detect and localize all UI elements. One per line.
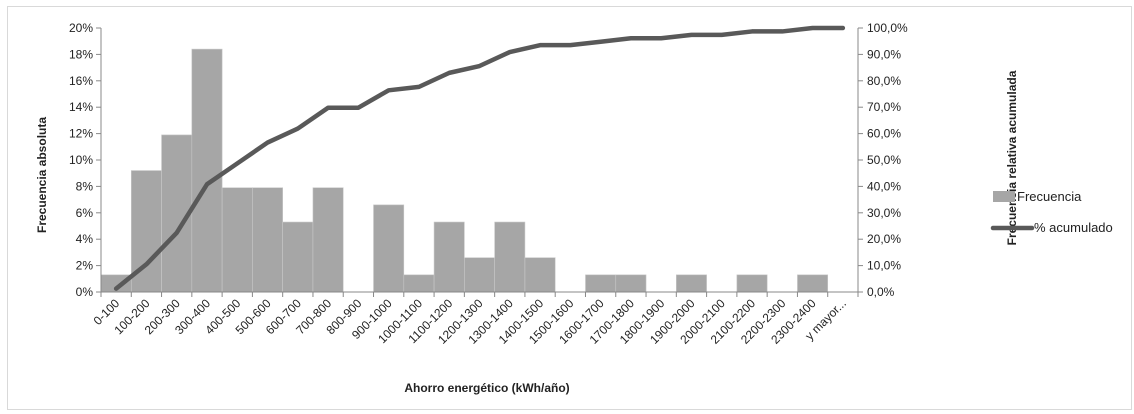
bar-500-600 <box>252 187 283 293</box>
bar-2300-2400 <box>797 274 829 293</box>
y2-axis-title: Frecuencia relativa acumulada <box>1005 70 1019 245</box>
y-tick-label: 16% <box>69 74 93 88</box>
y-tick-label: 10% <box>69 153 93 167</box>
bar-1900-2000 <box>676 274 707 293</box>
y2-tick-label: 10,0% <box>867 259 901 273</box>
bar-700-800 <box>312 187 344 293</box>
bar-1300-1400 <box>494 221 526 293</box>
legend-swatch-frecuencia <box>993 191 1015 202</box>
y-tick-label: 4% <box>76 232 94 246</box>
y2-ticks: 0,0% 10,0% 20,0% 30,0% 40,0% 50,0% 60,0% 70,0% 8… <box>858 21 908 299</box>
y2-tick-label: 20,0% <box>867 232 901 246</box>
legend-label-frecuencia: Frecuencia <box>1017 189 1082 204</box>
y2-tick-label: 30,0% <box>867 206 901 220</box>
y2-tick-label: 0,0% <box>867 285 895 299</box>
bar-1700-1800 <box>615 274 647 293</box>
y-tick-label: 0% <box>76 285 94 299</box>
bar-2100-2200 <box>736 274 768 293</box>
y-tick-label: 6% <box>76 206 94 220</box>
cumulative-line-group <box>113 25 846 291</box>
cumulative-line <box>113 25 846 291</box>
y2-tick-label: 40,0% <box>867 179 901 193</box>
bars-group <box>100 48 829 293</box>
y-tick-label: 12% <box>69 127 93 141</box>
y2-tick-label: 50,0% <box>867 153 901 167</box>
bar-1100-1200 <box>433 221 465 293</box>
bar-400-500 <box>221 187 253 293</box>
y2-tick-label: 70,0% <box>867 100 901 114</box>
bar-1200-1300 <box>464 257 495 293</box>
y-tick-label: 8% <box>76 179 94 193</box>
y-tick-label: 20% <box>69 21 93 35</box>
bar-600-700 <box>282 221 314 293</box>
legend-label-acumulado: % acumulado <box>1034 220 1113 235</box>
bar-300-400 <box>191 48 223 293</box>
y2-tick-label: 60,0% <box>867 127 901 141</box>
y-tick-label: 14% <box>69 100 93 114</box>
bar-900-1000 <box>373 204 405 293</box>
bar-1600-1700 <box>585 274 617 293</box>
x-axis-title: Ahorro energético (kWh/año) <box>404 381 569 395</box>
y-tick-label: 18% <box>69 47 93 61</box>
legend: Frecuencia % acumulado <box>990 189 1113 235</box>
y-tick-label: 2% <box>76 259 94 273</box>
bar-1400-1500 <box>524 257 556 293</box>
y-ticks: 0% 2% 4% 6% 8% 10% 12% 14% 16% 18% 20% <box>69 21 101 299</box>
y2-tick-label: 80,0% <box>867 74 901 88</box>
x-ticks: 0-100100-200200-300300-400400-500500-600… <box>91 292 859 347</box>
y-axis-title: Frecuencia absoluta <box>35 117 49 233</box>
y2-tick-label: 100,0% <box>867 21 908 35</box>
bar-1000-1100 <box>403 274 435 293</box>
y2-tick-label: 90,0% <box>867 47 901 61</box>
